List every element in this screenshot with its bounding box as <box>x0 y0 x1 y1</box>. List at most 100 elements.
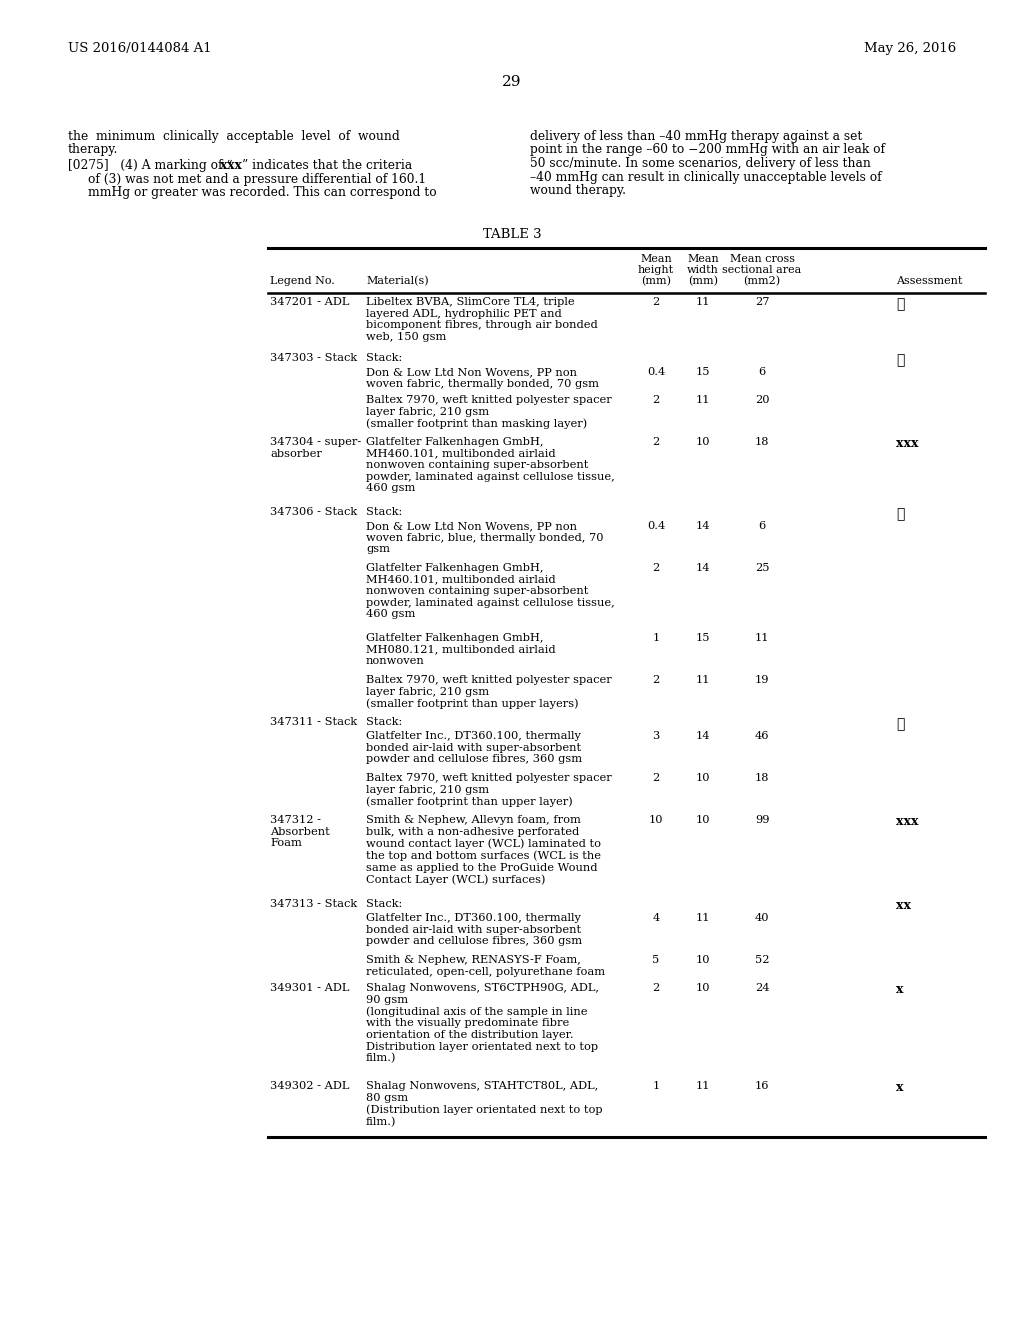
Text: Libeltex BVBA, SlimCore TL4, triple
layered ADL, hydrophilic PET and
bicomponent: Libeltex BVBA, SlimCore TL4, triple laye… <box>366 297 598 342</box>
Text: Baltex 7970, weft knitted polyester spacer
layer fabric, 210 gsm
(smaller footpr: Baltex 7970, weft knitted polyester spac… <box>366 774 611 807</box>
Text: Smith & Nephew, Allevyn foam, from
bulk, with a non-adhesive perforated
wound co: Smith & Nephew, Allevyn foam, from bulk,… <box>366 814 601 884</box>
Text: Shalag Nonwovens, STAHTCT80L, ADL,
80 gsm
(Distribution layer orientated next to: Shalag Nonwovens, STAHTCT80L, ADL, 80 gs… <box>366 1081 603 1127</box>
Text: 1: 1 <box>652 634 659 643</box>
Text: 5: 5 <box>652 954 659 965</box>
Text: Mean cross: Mean cross <box>729 253 795 264</box>
Text: 16: 16 <box>755 1081 769 1092</box>
Text: [0275]   (4) A marking of “: [0275] (4) A marking of “ <box>68 158 232 172</box>
Text: (mm2): (mm2) <box>743 276 780 286</box>
Text: xxx: xxx <box>220 158 242 172</box>
Text: height: height <box>638 265 674 275</box>
Text: 15: 15 <box>695 634 711 643</box>
Text: Material(s): Material(s) <box>366 276 429 286</box>
Text: Don & Low Ltd Non Wovens, PP non
woven fabric, blue, thermally bonded, 70
gsm: Don & Low Ltd Non Wovens, PP non woven f… <box>366 521 603 554</box>
Text: 2: 2 <box>652 675 659 685</box>
Text: 347303 - Stack: 347303 - Stack <box>270 352 357 363</box>
Text: xxx: xxx <box>896 437 919 450</box>
Text: 347201 - ADL: 347201 - ADL <box>270 297 349 308</box>
Text: 2: 2 <box>652 297 659 308</box>
Text: ✓: ✓ <box>896 717 904 731</box>
Text: point in the range –60 to −200 mmHg with an air leak of: point in the range –60 to −200 mmHg with… <box>530 144 885 157</box>
Text: 347313 - Stack: 347313 - Stack <box>270 899 357 909</box>
Text: Glatfelter Falkenhagen GmbH,
MH460.101, multibonded airlaid
nonwoven containing : Glatfelter Falkenhagen GmbH, MH460.101, … <box>366 564 614 619</box>
Text: width: width <box>687 265 719 275</box>
Text: 24: 24 <box>755 983 769 993</box>
Text: 2: 2 <box>652 437 659 447</box>
Text: 1: 1 <box>652 1081 659 1092</box>
Text: 10: 10 <box>695 774 711 783</box>
Text: Stack:: Stack: <box>366 352 402 363</box>
Text: 50 scc/minute. In some scenarios, delivery of less than: 50 scc/minute. In some scenarios, delive… <box>530 157 870 170</box>
Text: 11: 11 <box>695 1081 711 1092</box>
Text: Glatfelter Inc., DT360.100, thermally
bonded air-laid with super-absorbent
powde: Glatfelter Inc., DT360.100, thermally bo… <box>366 913 582 946</box>
Text: 6: 6 <box>759 367 766 378</box>
Text: Stack:: Stack: <box>366 899 402 909</box>
Text: –40 mmHg can result in clinically unacceptable levels of: –40 mmHg can result in clinically unacce… <box>530 170 882 183</box>
Text: Shalag Nonwovens, ST6CTPH90G, ADL,
90 gsm
(longitudinal axis of the sample in li: Shalag Nonwovens, ST6CTPH90G, ADL, 90 gs… <box>366 983 599 1064</box>
Text: 25: 25 <box>755 564 769 573</box>
Text: x: x <box>896 983 903 997</box>
Text: 6: 6 <box>759 521 766 531</box>
Text: Stack:: Stack: <box>366 717 402 727</box>
Text: 3: 3 <box>652 731 659 741</box>
Text: 10: 10 <box>649 814 664 825</box>
Text: 0.4: 0.4 <box>647 521 666 531</box>
Text: 18: 18 <box>755 774 769 783</box>
Text: Stack:: Stack: <box>366 507 402 517</box>
Text: 347304 - super-
absorber: 347304 - super- absorber <box>270 437 361 458</box>
Text: ✓: ✓ <box>896 297 904 312</box>
Text: Don & Low Ltd Non Wovens, PP non
woven fabric, thermally bonded, 70 gsm: Don & Low Ltd Non Wovens, PP non woven f… <box>366 367 599 388</box>
Text: 11: 11 <box>695 297 711 308</box>
Text: Mean: Mean <box>640 253 672 264</box>
Text: 347311 - Stack: 347311 - Stack <box>270 717 357 727</box>
Text: 2: 2 <box>652 395 659 405</box>
Text: (mm): (mm) <box>641 276 671 286</box>
Text: 11: 11 <box>695 395 711 405</box>
Text: 349301 - ADL: 349301 - ADL <box>270 983 349 993</box>
Text: therapy.: therapy. <box>68 144 119 157</box>
Text: Mean: Mean <box>687 253 719 264</box>
Text: Glatfelter Falkenhagen GmbH,
MH460.101, multibonded airlaid
nonwoven containing : Glatfelter Falkenhagen GmbH, MH460.101, … <box>366 437 614 494</box>
Text: TABLE 3: TABLE 3 <box>482 228 542 242</box>
Text: 20: 20 <box>755 395 769 405</box>
Text: delivery of less than –40 mmHg therapy against a set: delivery of less than –40 mmHg therapy a… <box>530 129 862 143</box>
Text: 14: 14 <box>695 731 711 741</box>
Text: 10: 10 <box>695 814 711 825</box>
Text: xx: xx <box>896 899 911 912</box>
Text: Glatfelter Inc., DT360.100, thermally
bonded air-laid with super-absorbent
powde: Glatfelter Inc., DT360.100, thermally bo… <box>366 731 582 764</box>
Text: 18: 18 <box>755 437 769 447</box>
Text: 10: 10 <box>695 954 711 965</box>
Text: 347312 -
Absorbent
Foam: 347312 - Absorbent Foam <box>270 814 330 849</box>
Text: of (3) was not met and a pressure differential of 160.1: of (3) was not met and a pressure differ… <box>88 173 426 186</box>
Text: ✓: ✓ <box>896 352 904 367</box>
Text: 46: 46 <box>755 731 769 741</box>
Text: 2: 2 <box>652 564 659 573</box>
Text: May 26, 2016: May 26, 2016 <box>864 42 956 55</box>
Text: Baltex 7970, weft knitted polyester spacer
layer fabric, 210 gsm
(smaller footpr: Baltex 7970, weft knitted polyester spac… <box>366 395 611 429</box>
Text: 2: 2 <box>652 983 659 993</box>
Text: mmHg or greater was recorded. This can correspond to: mmHg or greater was recorded. This can c… <box>88 186 436 199</box>
Text: 99: 99 <box>755 814 769 825</box>
Text: 29: 29 <box>502 75 522 88</box>
Text: Baltex 7970, weft knitted polyester spacer
layer fabric, 210 gsm
(smaller footpr: Baltex 7970, weft knitted polyester spac… <box>366 675 611 709</box>
Text: ✓: ✓ <box>896 507 904 521</box>
Text: Glatfelter Falkenhagen GmbH,
MH080.121, multibonded airlaid
nonwoven: Glatfelter Falkenhagen GmbH, MH080.121, … <box>366 634 556 667</box>
Text: 40: 40 <box>755 913 769 923</box>
Text: (mm): (mm) <box>688 276 718 286</box>
Text: ” indicates that the criteria: ” indicates that the criteria <box>242 158 413 172</box>
Text: 11: 11 <box>695 913 711 923</box>
Text: xxx: xxx <box>896 814 919 828</box>
Text: 19: 19 <box>755 675 769 685</box>
Text: 10: 10 <box>695 983 711 993</box>
Text: 14: 14 <box>695 564 711 573</box>
Text: 0.4: 0.4 <box>647 367 666 378</box>
Text: 11: 11 <box>755 634 769 643</box>
Text: 347306 - Stack: 347306 - Stack <box>270 507 357 517</box>
Text: Assessment: Assessment <box>896 276 963 286</box>
Text: x: x <box>896 1081 903 1094</box>
Text: 11: 11 <box>695 675 711 685</box>
Text: 14: 14 <box>695 521 711 531</box>
Text: 4: 4 <box>652 913 659 923</box>
Text: Smith & Nephew, RENASYS-F Foam,
reticulated, open-cell, polyurethane foam: Smith & Nephew, RENASYS-F Foam, reticula… <box>366 954 605 977</box>
Text: sectional area: sectional area <box>722 265 802 275</box>
